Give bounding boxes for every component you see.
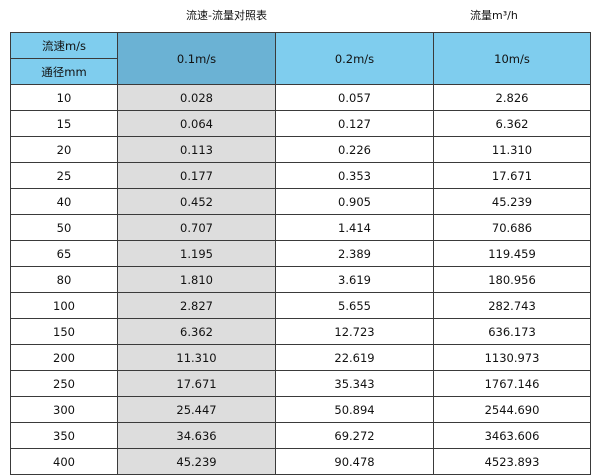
cell-flow-10ms: 180.956 [433,266,591,293]
cell-diameter: 80 [10,266,118,293]
cell-diameter: 200 [10,344,118,371]
cell-flow-0.1ms: 11.310 [117,344,276,371]
cell-flow-10ms: 119.459 [433,240,591,267]
cell-flow-0.1ms: 2.827 [117,292,276,319]
cell-flow-0.1ms: 6.362 [117,318,276,345]
cell-flow-10ms: 45.239 [433,188,591,215]
cell-flow-10ms: 11.310 [433,136,591,163]
header-column-0.1ms: 0.1m/s [117,32,276,85]
header-velocity-label: 流速m/s [10,32,118,59]
cell-flow-0.1ms: 1.810 [117,266,276,293]
cell-flow-10ms: 282.743 [433,292,591,319]
cell-flow-0.2ms: 69.272 [275,422,434,449]
table-row: 150 6.362 12.723 636.173 [10,318,591,345]
cell-flow-0.2ms: 0.127 [275,110,434,137]
table-row: 10 0.028 0.057 2.826 [10,84,591,111]
chart-title: 流速-流量对照表 [186,9,267,22]
cell-flow-0.1ms: 0.177 [117,162,276,189]
cell-flow-0.1ms: 17.671 [117,370,276,397]
table-row: 80 1.810 3.619 180.956 [10,266,591,293]
cell-diameter: 400 [10,448,118,475]
cell-flow-0.1ms: 0.064 [117,110,276,137]
cell-flow-0.2ms: 0.057 [275,84,434,111]
table-row: 25 0.177 0.353 17.671 [10,162,591,189]
cell-diameter: 350 [10,422,118,449]
cell-flow-0.2ms: 90.478 [275,448,434,475]
table-row: 50 0.707 1.414 70.686 [10,214,591,241]
flow-rate-table-container: 流速m/s 0.1m/s 0.2m/s 10m/s 通径mm 10 0.028 … [10,32,591,475]
cell-flow-0.2ms: 0.353 [275,162,434,189]
cell-diameter: 40 [10,188,118,215]
cell-flow-0.2ms: 1.414 [275,214,434,241]
cell-flow-0.2ms: 0.905 [275,188,434,215]
table-header-row-top: 流速m/s 0.1m/s 0.2m/s 10m/s [10,32,591,85]
cell-flow-10ms: 2544.690 [433,396,591,423]
table-row: 350 34.636 69.272 3463.606 [10,422,591,449]
cell-diameter: 50 [10,214,118,241]
flow-rate-table: 流速m/s 0.1m/s 0.2m/s 10m/s 通径mm 10 0.028 … [10,32,591,475]
table-row: 200 11.310 22.619 1130.973 [10,344,591,371]
table-row: 20 0.113 0.226 11.310 [10,136,591,163]
table-row: 100 2.827 5.655 282.743 [10,292,591,319]
cell-diameter: 300 [10,396,118,423]
cell-flow-0.2ms: 3.619 [275,266,434,293]
cell-flow-0.1ms: 0.707 [117,214,276,241]
cell-flow-10ms: 1767.146 [433,370,591,397]
cell-flow-0.2ms: 2.389 [275,240,434,267]
cell-flow-0.2ms: 12.723 [275,318,434,345]
cell-diameter: 65 [10,240,118,267]
header-diameter-label: 通径mm [10,58,118,85]
cell-flow-0.2ms: 0.226 [275,136,434,163]
cell-flow-0.2ms: 5.655 [275,292,434,319]
cell-flow-10ms: 17.671 [433,162,591,189]
cell-flow-0.1ms: 34.636 [117,422,276,449]
cell-diameter: 100 [10,292,118,319]
header-column-0.2ms: 0.2m/s [275,32,434,85]
cell-flow-0.1ms: 45.239 [117,448,276,475]
table-row: 400 45.239 90.478 4523.893 [10,448,591,475]
table-header-row-bottom: 通径mm [10,58,591,85]
cell-flow-10ms: 2.826 [433,84,591,111]
cell-flow-0.1ms: 0.028 [117,84,276,111]
table-row: 15 0.064 0.127 6.362 [10,110,591,137]
cell-diameter: 25 [10,162,118,189]
cell-flow-10ms: 1130.973 [433,344,591,371]
header-column-10ms: 10m/s [433,32,591,85]
cell-flow-0.2ms: 22.619 [275,344,434,371]
table-row: 40 0.452 0.905 45.239 [10,188,591,215]
cell-flow-10ms: 70.686 [433,214,591,241]
cell-flow-0.2ms: 50.894 [275,396,434,423]
cell-diameter: 10 [10,84,118,111]
cell-diameter: 15 [10,110,118,137]
cell-diameter: 150 [10,318,118,345]
cell-flow-0.1ms: 0.452 [117,188,276,215]
caption-row: 流速-流量对照表 流量m³/h [0,6,600,28]
cell-diameter: 250 [10,370,118,397]
cell-flow-0.1ms: 25.447 [117,396,276,423]
table-row: 65 1.195 2.389 119.459 [10,240,591,267]
cell-flow-10ms: 636.173 [433,318,591,345]
cell-flow-10ms: 4523.893 [433,448,591,475]
table-row: 250 17.671 35.343 1767.146 [10,370,591,397]
table-row: 300 25.447 50.894 2544.690 [10,396,591,423]
table-body: 流速m/s 0.1m/s 0.2m/s 10m/s 通径mm 10 0.028 … [10,32,591,475]
cell-flow-10ms: 6.362 [433,110,591,137]
unit-label: 流量m³/h [470,9,518,22]
cell-flow-0.1ms: 0.113 [117,136,276,163]
cell-flow-10ms: 3463.606 [433,422,591,449]
cell-flow-0.1ms: 1.195 [117,240,276,267]
cell-flow-0.2ms: 35.343 [275,370,434,397]
cell-diameter: 20 [10,136,118,163]
